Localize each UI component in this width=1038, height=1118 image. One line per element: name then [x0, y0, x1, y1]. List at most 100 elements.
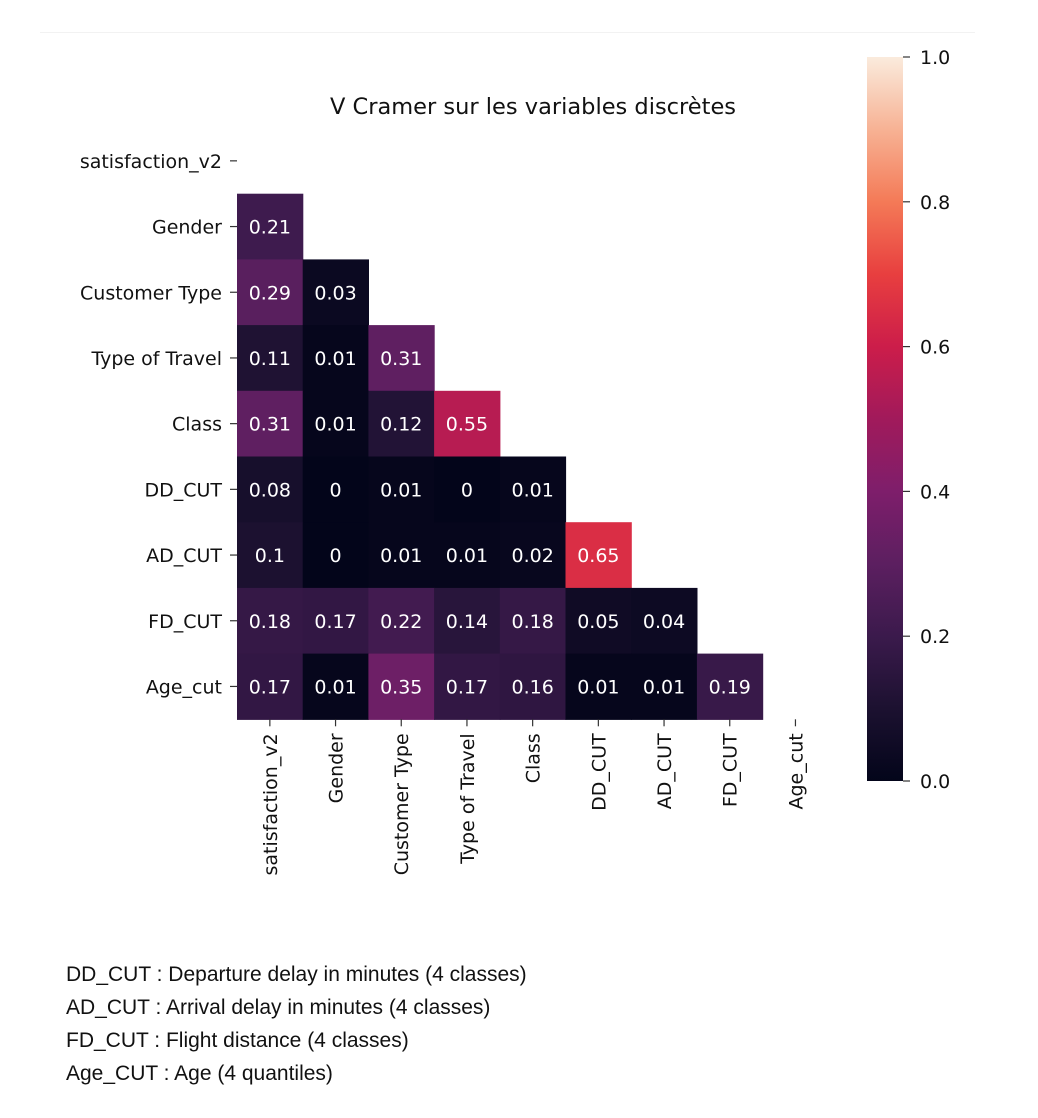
colorbar-tick-label: 0.0 [920, 771, 950, 793]
cell-value-label: 0.02 [511, 545, 553, 567]
heatmap-cell [434, 653, 501, 720]
heatmap-cell [237, 193, 304, 260]
cell-value-label: 0.29 [249, 282, 291, 304]
note-dd-cut: DD_CUT : Departure delay in minutes (4 c… [66, 963, 527, 986]
heatmap-cell [631, 587, 698, 655]
y-tick-label: Customer Type [80, 282, 222, 304]
cell-value-label: 0.19 [709, 676, 751, 698]
heatmap-cell [237, 456, 304, 523]
cell-value-label: 0.17 [314, 611, 356, 633]
heatmap-cell [565, 653, 632, 720]
cell-value-label: 0.17 [249, 676, 291, 698]
y-tick-label: FD_CUT [148, 611, 222, 633]
colorbar-gradient [867, 57, 903, 781]
x-tick-label: AD_CUT [654, 733, 676, 809]
cell-value-label: 0.1 [255, 545, 285, 567]
y-tick-label: Gender [152, 217, 222, 239]
heatmap-cell [237, 259, 304, 326]
cell-value-label: 0.22 [380, 611, 422, 633]
x-tick-label: Gender [326, 733, 348, 803]
heatmap-cell [631, 653, 698, 720]
colorbar-tick-label: 0.2 [920, 626, 950, 648]
heatmap-cell [237, 522, 304, 589]
colorbar-tick-label: 1.0 [920, 47, 950, 69]
chart-title: V Cramer sur les variables discrètes [330, 94, 736, 120]
cell-value-label: 0.01 [577, 676, 619, 698]
heatmap-cell [368, 653, 435, 720]
x-tick-label: satisfaction_v2 [260, 733, 282, 875]
colorbar-tick-label: 0.8 [920, 192, 950, 214]
cell-value-label: 0.31 [380, 348, 422, 370]
cell-value-label: 0.17 [446, 676, 488, 698]
cell-value-label: 0.08 [249, 479, 291, 501]
cell-value-label: 0.01 [446, 545, 488, 567]
heatmap-cell [434, 522, 501, 589]
heatmap-cell [302, 390, 369, 458]
heatmap-cell [499, 522, 567, 589]
top-divider [40, 32, 975, 33]
y-axis-ticks: satisfaction_v2 Gender Customer Type Type o… [80, 151, 237, 698]
y-tick-label: DD_CUT [144, 479, 222, 501]
heatmap-cell [499, 653, 567, 720]
y-tick-label: Type of Travel [90, 348, 222, 370]
cell-value-label: 0.65 [577, 545, 619, 567]
note-age-cut: Age_CUT : Age (4 quantiles) [66, 1062, 333, 1085]
colorbar-tick-label: 0.6 [920, 337, 950, 359]
cell-value-label: 0.05 [577, 611, 619, 633]
x-tick-label: FD_CUT [720, 733, 742, 807]
y-tick-label: satisfaction_v2 [80, 151, 222, 173]
cell-value-label: 0 [330, 479, 342, 501]
cell-value-label: 0.18 [511, 611, 553, 633]
abbreviation-notes: DD_CUT : Departure delay in minutes (4 c… [66, 958, 527, 1090]
heatmap-cell [434, 456, 501, 523]
heatmap-cell [499, 587, 567, 655]
heatmap-cell [237, 390, 304, 458]
heatmap-cell [368, 522, 435, 589]
cell-value-label: 0.01 [380, 545, 422, 567]
heatmap-cells: 0.21 0.29 0.03 0.11 0.01 0.31 0.31 0.01 0.12 0.55… [237, 193, 764, 720]
cramer-v-heatmap: V Cramer sur les variables discrètes 0.2… [80, 47, 950, 875]
cell-value-label: 0.18 [249, 611, 291, 633]
heatmap-cell [368, 325, 435, 392]
y-tick-label: Age_cut [146, 676, 222, 698]
heatmap-cell [565, 522, 632, 589]
heatmap-cell [302, 259, 369, 326]
heatmap-cell [434, 390, 501, 458]
colorbar: 0.0 0.2 0.4 0.6 0.8 1.0 [867, 47, 950, 793]
x-tick-label: Type of Travel [457, 733, 479, 865]
x-axis-ticks: satisfaction_v2 Gender Customer Type Type o… [260, 719, 807, 875]
cell-value-label: 0 [330, 545, 342, 567]
heatmap-cell [302, 587, 369, 655]
heatmap-cell [368, 587, 435, 655]
cell-value-label: 0.01 [314, 414, 356, 436]
cell-value-label: 0.55 [446, 414, 488, 436]
heatmap-cell [368, 390, 435, 458]
heatmap-cell [302, 653, 369, 720]
y-tick-label: Class [172, 414, 222, 436]
heatmap-cell [696, 653, 764, 720]
y-tick-label: AD_CUT [146, 545, 222, 567]
heatmap-cell [237, 653, 304, 720]
cell-value-label: 0.01 [314, 348, 356, 370]
heatmap-cell [565, 587, 632, 655]
cell-value-label: 0.01 [511, 479, 553, 501]
heatmap-cell [499, 456, 567, 523]
cell-value-label: 0.16 [511, 676, 553, 698]
x-tick-label: Age_cut [785, 733, 807, 809]
heatmap-cell [368, 456, 435, 523]
note-fd-cut: FD_CUT : Flight distance (4 classes) [66, 1029, 409, 1052]
cell-value-label: 0.14 [446, 611, 488, 633]
x-tick-label: Customer Type [391, 733, 413, 875]
cell-value-label: 0.01 [643, 676, 685, 698]
cell-value-label: 0.01 [314, 676, 356, 698]
cell-value-label: 0.04 [643, 611, 685, 633]
colorbar-tick-label: 0.4 [920, 481, 950, 503]
note-ad-cut: AD_CUT : Arrival delay in minutes (4 cla… [66, 996, 491, 1019]
cell-value-label: 0.21 [249, 217, 291, 239]
cell-value-label: 0 [461, 479, 473, 501]
cell-value-label: 0.11 [249, 348, 291, 370]
cell-value-label: 0.31 [249, 414, 291, 436]
heatmap-cell [237, 587, 304, 655]
x-tick-label: DD_CUT [588, 733, 610, 811]
cell-value-label: 0.35 [380, 676, 422, 698]
